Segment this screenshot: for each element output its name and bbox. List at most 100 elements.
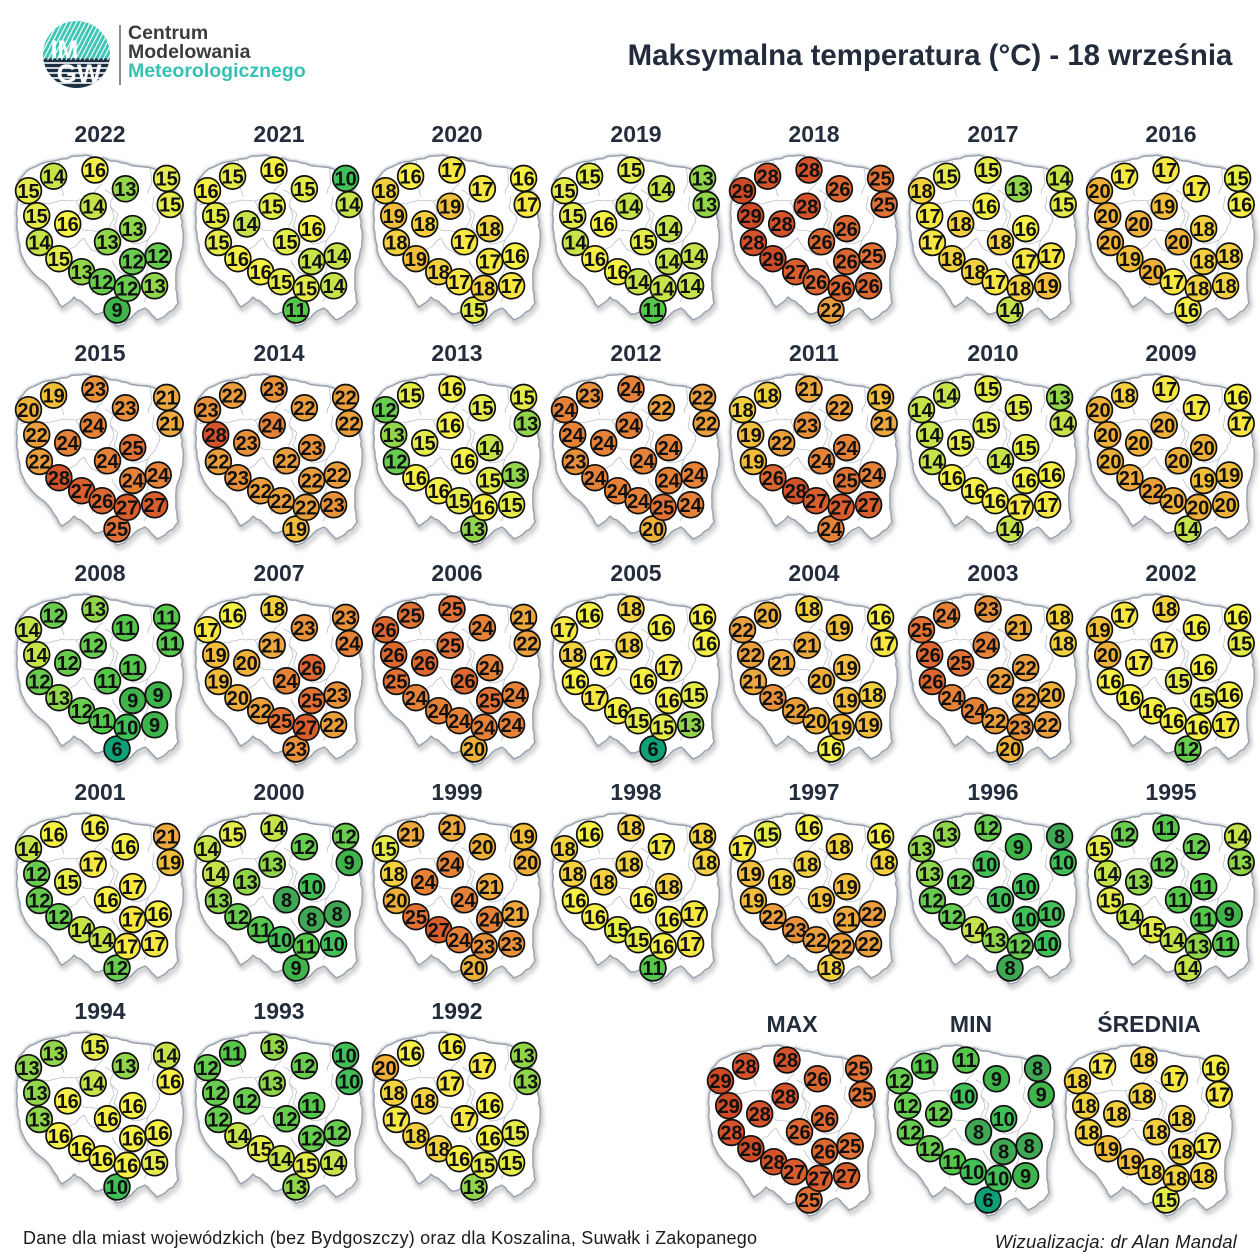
svg-text:15: 15: [935, 166, 957, 188]
svg-text:24: 24: [975, 635, 998, 657]
svg-text:23: 23: [263, 379, 285, 401]
svg-text:2016: 2016: [1145, 121, 1196, 147]
svg-text:19: 19: [1218, 465, 1240, 487]
svg-text:1995: 1995: [1145, 779, 1196, 805]
svg-text:20: 20: [17, 400, 39, 422]
svg-text:28: 28: [742, 233, 764, 255]
svg-text:15: 15: [1155, 1190, 1177, 1212]
svg-text:15: 15: [756, 824, 778, 846]
svg-text:14: 14: [658, 252, 681, 274]
svg-text:22: 22: [28, 452, 50, 474]
svg-text:16: 16: [869, 608, 891, 630]
svg-text:18: 18: [414, 1091, 436, 1113]
svg-text:25: 25: [910, 620, 932, 642]
svg-text:16: 16: [1226, 608, 1248, 630]
svg-text:21: 21: [798, 379, 820, 401]
svg-text:15: 15: [471, 398, 493, 420]
svg-text:15: 15: [26, 206, 48, 228]
svg-text:6: 6: [111, 739, 122, 761]
svg-text:22: 22: [1015, 658, 1037, 680]
svg-text:19: 19: [830, 718, 852, 740]
svg-text:17: 17: [471, 1056, 493, 1078]
svg-text:24: 24: [658, 471, 681, 493]
svg-text:17: 17: [1040, 246, 1062, 268]
svg-text:17: 17: [453, 232, 475, 254]
svg-text:12: 12: [1113, 824, 1135, 846]
svg-text:17: 17: [1230, 414, 1252, 436]
svg-text:17: 17: [453, 1109, 475, 1131]
svg-text:16: 16: [301, 219, 323, 241]
svg-text:14: 14: [1097, 864, 1120, 886]
svg-text:16: 16: [1230, 195, 1252, 217]
svg-text:16: 16: [1040, 465, 1062, 487]
svg-text:13: 13: [96, 232, 118, 254]
svg-text:25: 25: [847, 1059, 869, 1081]
svg-text:20: 20: [1128, 214, 1150, 236]
svg-text:23: 23: [84, 379, 106, 401]
svg-text:24: 24: [338, 634, 361, 656]
svg-text:15: 15: [270, 272, 292, 294]
svg-text:16: 16: [399, 166, 421, 188]
svg-text:17: 17: [1113, 166, 1135, 188]
svg-text:10: 10: [993, 1109, 1015, 1131]
svg-text:12: 12: [196, 1058, 218, 1080]
svg-text:16: 16: [1187, 718, 1209, 740]
svg-text:16: 16: [578, 605, 600, 627]
svg-text:27: 27: [783, 1162, 805, 1184]
svg-text:16: 16: [71, 1139, 93, 1161]
svg-text:17: 17: [439, 1073, 461, 1095]
svg-text:15: 15: [221, 166, 243, 188]
svg-text:8: 8: [1054, 827, 1065, 849]
svg-text:16: 16: [1142, 701, 1164, 723]
svg-text:8: 8: [332, 904, 343, 926]
svg-text:9: 9: [1013, 837, 1024, 859]
svg-text:15: 15: [463, 300, 485, 322]
svg-text:17: 17: [683, 904, 705, 926]
svg-text:13: 13: [679, 715, 701, 737]
svg-text:12: 12: [28, 891, 50, 913]
svg-text:12: 12: [1177, 739, 1199, 761]
svg-text:16: 16: [405, 468, 427, 490]
svg-text:12: 12: [921, 891, 943, 913]
svg-text:18: 18: [405, 1126, 427, 1148]
svg-text:13: 13: [935, 824, 957, 846]
svg-text:28: 28: [776, 1050, 798, 1072]
svg-text:18: 18: [1193, 252, 1215, 274]
svg-text:24: 24: [96, 451, 119, 473]
svg-text:19: 19: [159, 853, 181, 875]
svg-text:22: 22: [762, 907, 784, 929]
svg-text:18: 18: [1214, 276, 1236, 298]
svg-text:16: 16: [1162, 711, 1184, 733]
svg-text:13: 13: [285, 1177, 307, 1199]
svg-text:24: 24: [473, 718, 496, 740]
svg-text:24: 24: [147, 465, 170, 487]
svg-text:16: 16: [1119, 688, 1141, 710]
svg-text:20: 20: [236, 653, 258, 675]
svg-text:26: 26: [919, 645, 941, 667]
svg-text:18: 18: [756, 385, 778, 407]
svg-text:22: 22: [691, 388, 713, 410]
svg-text:18: 18: [731, 400, 753, 422]
svg-text:19: 19: [810, 890, 832, 912]
svg-text:20: 20: [805, 711, 827, 733]
svg-text:27: 27: [785, 262, 807, 284]
svg-text:26: 26: [828, 179, 850, 201]
svg-text:25: 25: [270, 711, 292, 733]
svg-text:15: 15: [205, 206, 227, 228]
svg-text:16: 16: [84, 818, 106, 840]
svg-text:15: 15: [473, 1156, 495, 1178]
svg-text:23: 23: [114, 398, 136, 420]
svg-text:25: 25: [439, 635, 461, 657]
svg-text:18: 18: [479, 219, 501, 241]
svg-text:23: 23: [334, 608, 356, 630]
svg-text:19: 19: [42, 385, 64, 407]
svg-text:20: 20: [1214, 495, 1236, 517]
svg-text:16: 16: [652, 937, 674, 959]
svg-text:22: 22: [326, 465, 348, 487]
svg-text:20: 20: [1128, 433, 1150, 455]
svg-text:8: 8: [973, 1122, 984, 1144]
svg-text:14: 14: [91, 930, 114, 952]
svg-text:16: 16: [453, 451, 475, 473]
svg-text:25: 25: [851, 1085, 873, 1107]
svg-text:23: 23: [196, 400, 218, 422]
